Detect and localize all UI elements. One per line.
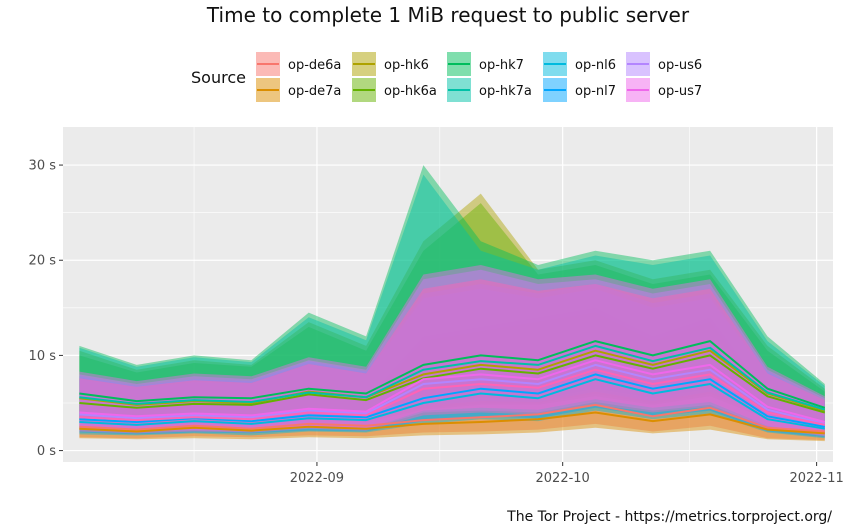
series-median-line [79,344,826,411]
chart-caption: The Tor Project - https://metrics.torpro… [506,509,832,525]
series-median-line [79,359,826,423]
series-lines [79,340,826,435]
y-tick-label: 30 s [29,159,57,174]
legend-label: op-de6a [288,58,341,73]
legend-item: op-hk7 [447,52,524,76]
series-median-line [79,403,825,433]
legend-label: op-hk6a [384,84,437,99]
x-tick-label: 2022-09 [290,471,344,486]
chart-title: Time to complete 1 MiB request to public… [206,3,690,27]
series-median-line [79,354,826,414]
legend-label: op-us6 [658,58,702,73]
legend-item: op-de7a [256,78,341,102]
legend-label: op-nl7 [575,84,616,99]
legend-title: Source [191,68,246,87]
series-ribbon [79,193,825,426]
series-median-line [79,411,825,435]
series-ribbon [79,269,825,436]
y-tick-label: 0 s [37,444,56,459]
legend-label: op-de7a [288,84,341,99]
series-ribbon [79,265,825,435]
series-median-line [79,373,825,428]
y-tick-label: 20 s [29,254,57,269]
legend-item: op-hk7a [447,78,532,102]
y-axis: 0 s 10 s 20 s 30 s [29,159,63,459]
legend: op-de6a op-de7a op-hk6 op-hk6a op-hk7 op-hk7a… [256,52,702,102]
series-median-line [79,368,826,426]
series-median-line [79,340,826,409]
series-ribbon [79,165,825,424]
legend-item: op-hk6 [352,52,429,76]
legend-label: op-hk6 [384,58,429,73]
legend-label: op-nl6 [575,58,616,73]
legend-item: op-de6a [256,52,341,76]
legend-item: op-nl6 [543,52,616,76]
legend-label: op-hk7 [479,58,524,73]
legend-label: op-hk7a [479,84,532,99]
series-ribbon [79,279,825,437]
series-median-line [79,363,826,425]
y-tick-label: 10 s [29,349,57,364]
legend-label: op-us7 [658,84,702,99]
x-tick-label: 2022-10 [536,471,590,486]
legend-item: op-nl7 [543,78,616,102]
plot-panel [63,127,833,462]
x-axis: 2022-09 2022-10 2022-11 [290,462,844,486]
legend-item: op-hk6a [352,78,437,102]
grid [63,127,833,462]
x-tick-label: 2022-11 [789,471,843,486]
series-median-line [79,378,825,430]
legend-item: op-us7 [626,78,702,102]
legend-item: op-us6 [626,52,702,76]
